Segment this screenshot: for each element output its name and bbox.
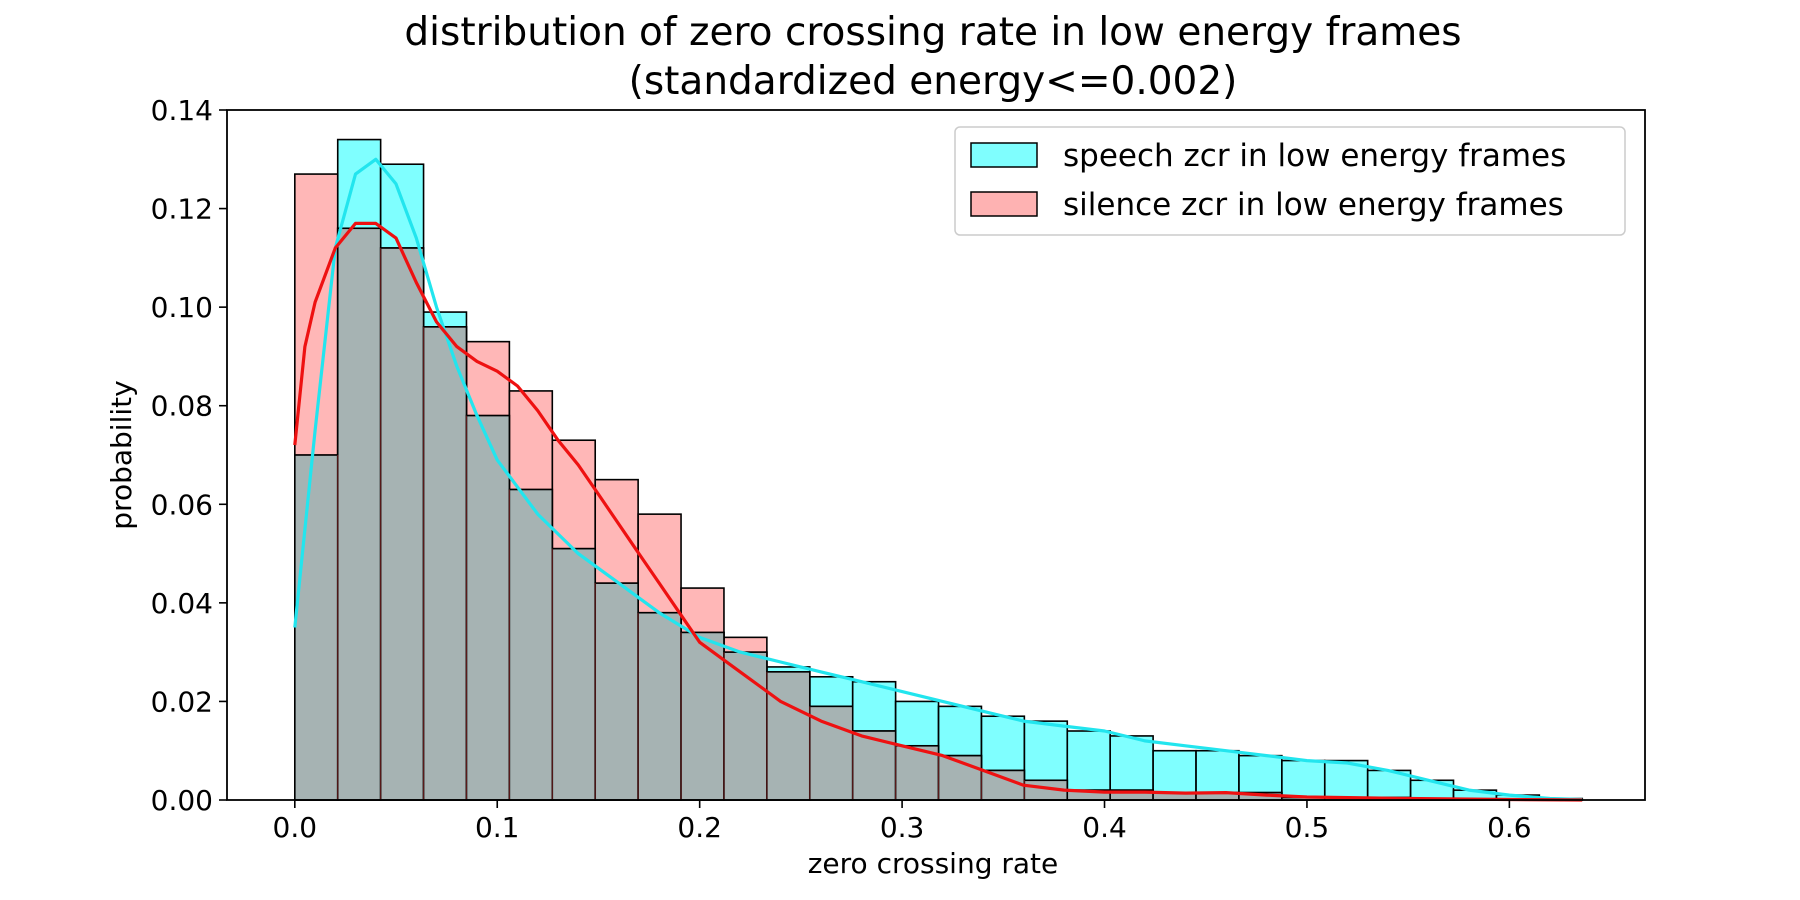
overlap-bar (294, 454, 339, 801)
overlap-bar (594, 582, 639, 801)
legend-label-silence: silence zcr in low energy frames (1063, 187, 1564, 223)
overlap-bar (766, 671, 811, 801)
chart-title-line2: (standardized energy<=0.002) (629, 59, 1238, 104)
chart-title-line1: distribution of zero crossing rate in lo… (404, 10, 1461, 55)
y-tick-label: 0.10 (151, 291, 213, 324)
y-tick-label: 0.14 (151, 94, 213, 127)
overlap-bar (680, 631, 725, 801)
overlap-bar (980, 769, 1026, 801)
y-tick-label: 0.00 (151, 784, 213, 817)
y-tick-label: 0.08 (151, 390, 213, 423)
x-tick-label: 0.0 (273, 811, 318, 844)
x-tick-label: 0.4 (1082, 811, 1127, 844)
x-tick-label: 0.1 (475, 811, 520, 844)
legend-swatch-speech (970, 142, 1038, 168)
axes-frame (226, 109, 1646, 801)
overlap-bar (379, 247, 425, 801)
overlap-bar (637, 611, 682, 801)
legend-swatch-silence (970, 191, 1038, 217)
speech-bar (1281, 759, 1326, 801)
y-tick-label: 0.02 (151, 685, 213, 718)
x-tick-label: 0.6 (1487, 811, 1532, 844)
x-axis-label: zero crossing rate (808, 847, 1059, 880)
overlap-bar (422, 326, 468, 801)
speech-bar (1109, 735, 1154, 801)
x-tick-label: 0.2 (677, 811, 722, 844)
x-tick-label: 0.5 (1285, 811, 1330, 844)
plot-area: 0.0 0.1 0.2 0.3 0.4 0.5 0.6 0.00 0.02 0.04 0.06 0.0… (151, 94, 1646, 844)
legend-frame (954, 126, 1626, 236)
y-axis-label: probability (105, 380, 138, 529)
overlap-bar (551, 547, 597, 801)
x-tick-label: 0.3 (880, 811, 925, 844)
legend-label-speech: speech zcr in low energy frames (1063, 138, 1566, 174)
y-tick-label: 0.04 (151, 587, 213, 620)
speech-kde-line (293, 157, 1583, 802)
overlap-bar (508, 488, 554, 801)
overlap-bar (336, 227, 382, 801)
overlap-bar (465, 414, 511, 801)
y-tick-label: 0.06 (151, 488, 213, 521)
y-tick-label: 0.12 (151, 193, 213, 226)
legend: speech zcr in low energy frames silence … (954, 126, 1626, 236)
silence-kde-line (293, 221, 1583, 802)
speech-bar (1066, 730, 1111, 801)
